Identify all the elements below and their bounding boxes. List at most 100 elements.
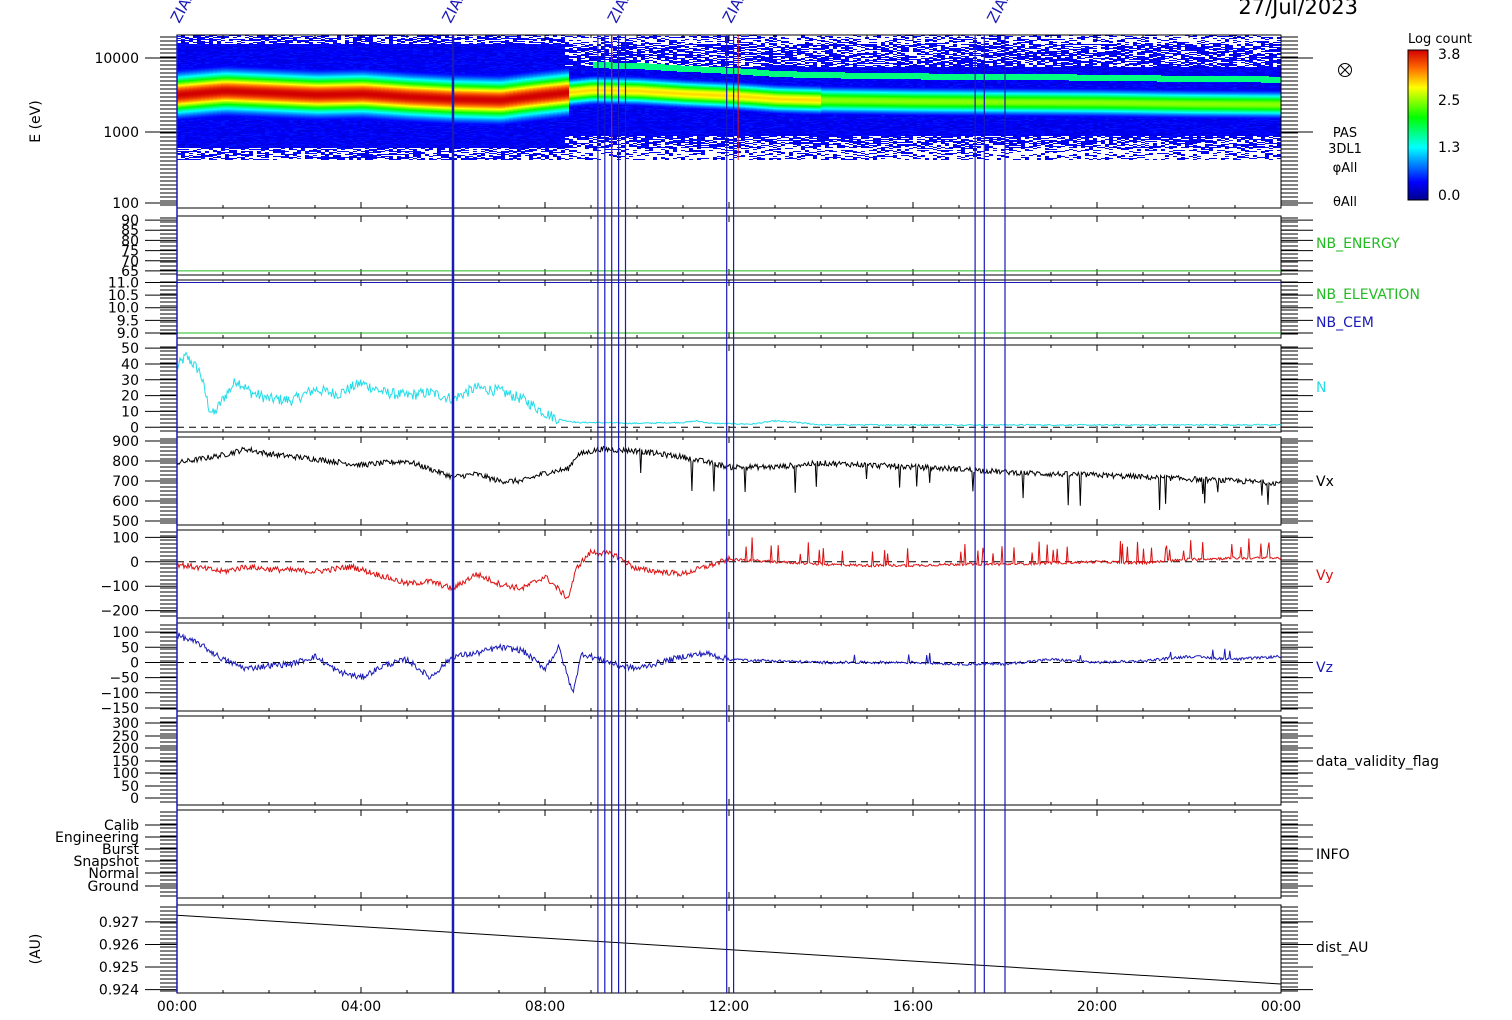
marker-label: ZIAS — [167, 0, 199, 26]
y-tick-label: 200 — [112, 741, 139, 757]
series-label: Vx — [1316, 474, 1334, 490]
tick-strip — [160, 346, 1298, 432]
y-tick-label: Calib — [104, 818, 139, 834]
y-tick-label: 30 — [121, 373, 139, 389]
y-tick-label: Engineering — [55, 830, 139, 846]
spectrogram-label: θAll — [1333, 195, 1357, 210]
panel-frame — [176, 809, 1282, 899]
y-tick-label: 11.0 — [108, 276, 139, 292]
series-label: NB_ENERGY — [1316, 236, 1400, 252]
panel-frame — [176, 529, 1282, 619]
tick-strip — [160, 811, 1298, 897]
x-tick-label: 04:00 — [341, 999, 381, 1015]
x-tick-label: 00:00 — [157, 999, 197, 1015]
y-tick-label: 50 — [121, 341, 139, 357]
y-tick-label: 40 — [121, 357, 139, 373]
x-tick-label: 16:00 — [893, 999, 933, 1015]
y-tick-label: 600 — [112, 494, 139, 510]
panel-frame — [176, 279, 1282, 339]
spectrogram-label: φAll — [1333, 161, 1358, 176]
series-label: INFO — [1316, 847, 1350, 863]
x-tick-label: 00:00 — [1261, 999, 1301, 1015]
tick-strip — [160, 281, 1298, 335]
panel-frame — [176, 215, 1282, 276]
y-tick-label: 0.926 — [99, 937, 139, 953]
panel-frame — [176, 34, 1282, 209]
panel-dist: 0.927 0.926 0.925 0.924 (AU) dist_AU — [28, 904, 1368, 999]
y-tick-label: 900 — [112, 434, 139, 450]
panel-vy: 100 0 −100 −200 Vy — [101, 529, 1334, 620]
y-tick-label: 50 — [121, 779, 139, 795]
colorbar-title: Log count — [1408, 32, 1472, 47]
y-tick-label: Snapshot — [74, 854, 140, 870]
tick-strip — [160, 624, 1298, 710]
series-line — [176, 537, 1282, 600]
colorbar: Log count 3.8 2.5 1.3 0.0 — [1407, 32, 1472, 204]
y-tick-label: 500 — [112, 514, 139, 530]
y-tick-label: 9.5 — [117, 313, 139, 329]
panel-info: CalibEngineeringBurstSnapshotNormalGroun… — [55, 809, 1350, 899]
series-label: N — [1316, 380, 1326, 396]
spectrogram-image — [177, 35, 1281, 160]
y-tick-label: 1000 — [103, 125, 139, 141]
marker-label: ZIAS — [438, 0, 470, 26]
series-line — [176, 914, 1282, 985]
series-label: data_validity_flag — [1316, 754, 1439, 770]
colorbar-gradient — [1407, 49, 1429, 201]
y-tick-label: 0.925 — [99, 960, 139, 976]
y-tick-label: 85 — [121, 223, 139, 239]
y-tick-label: 90 — [121, 213, 139, 229]
series-label: Vy — [1316, 568, 1334, 584]
colorbar-tick-label: 3.8 — [1438, 47, 1460, 63]
series-label: NB_ELEVATION — [1316, 287, 1420, 303]
colorbar-tick-label: 1.3 — [1438, 140, 1460, 156]
panel-frame — [176, 622, 1282, 712]
date-label: 27/Jul/2023 — [1238, 0, 1358, 19]
y-tick-label: 75 — [121, 244, 139, 260]
y-tick-label: 10 — [121, 404, 139, 420]
y-tick-label: 300 — [112, 716, 139, 732]
y-tick-label: 100 — [112, 530, 139, 546]
y-axis-label: E (eV) — [28, 100, 44, 142]
y-tick-label: −200 — [101, 604, 139, 620]
y-tick-label: Burst — [102, 842, 140, 858]
panel-nb_elev: 11.010.510.09.59.0 NB_ELEVATION NB_CEM — [108, 276, 1420, 342]
tick-strip — [160, 717, 1298, 803]
x-tick-label: 20:00 — [1077, 999, 1117, 1015]
spectrogram-label: PAS — [1333, 126, 1357, 141]
y-tick-label: 100 — [112, 625, 139, 641]
y-tick-label: 0 — [130, 555, 139, 571]
tick-strip — [160, 36, 1298, 206]
y-tick-label: 9.0 — [117, 326, 139, 342]
panel-frame — [176, 436, 1282, 526]
y-tick-label: Ground — [88, 879, 140, 895]
colorbar-tick-label: 2.5 — [1438, 93, 1460, 109]
series-line — [176, 445, 1282, 511]
y-tick-label: 65 — [121, 264, 139, 280]
y-tick-label: 10000 — [94, 51, 139, 67]
tick-strip — [160, 906, 1298, 992]
y-tick-label: 0 — [130, 420, 139, 436]
y-tick-label: 0.924 — [99, 983, 139, 999]
y-tick-label: −100 — [101, 579, 139, 595]
marker-label: ZIAS — [719, 0, 751, 26]
y-tick-label: 800 — [112, 454, 139, 470]
x-tick-label: 12:00 — [709, 999, 749, 1015]
x-tick-label: 08:00 — [525, 999, 565, 1015]
panel-frame — [176, 344, 1282, 433]
y-tick-label: 150 — [112, 754, 139, 770]
y-axis-label: (AU) — [28, 934, 44, 965]
y-tick-label: 50 — [121, 640, 139, 656]
series-line — [176, 632, 1282, 694]
colorbar-tick-label: 0.0 — [1438, 188, 1460, 204]
panel-vx: 900 800 700 600 500 Vx — [112, 434, 1334, 530]
y-tick-label: 10.5 — [108, 288, 139, 304]
marker-label: ZIAS — [983, 0, 1015, 26]
tick-strip — [160, 438, 1298, 524]
